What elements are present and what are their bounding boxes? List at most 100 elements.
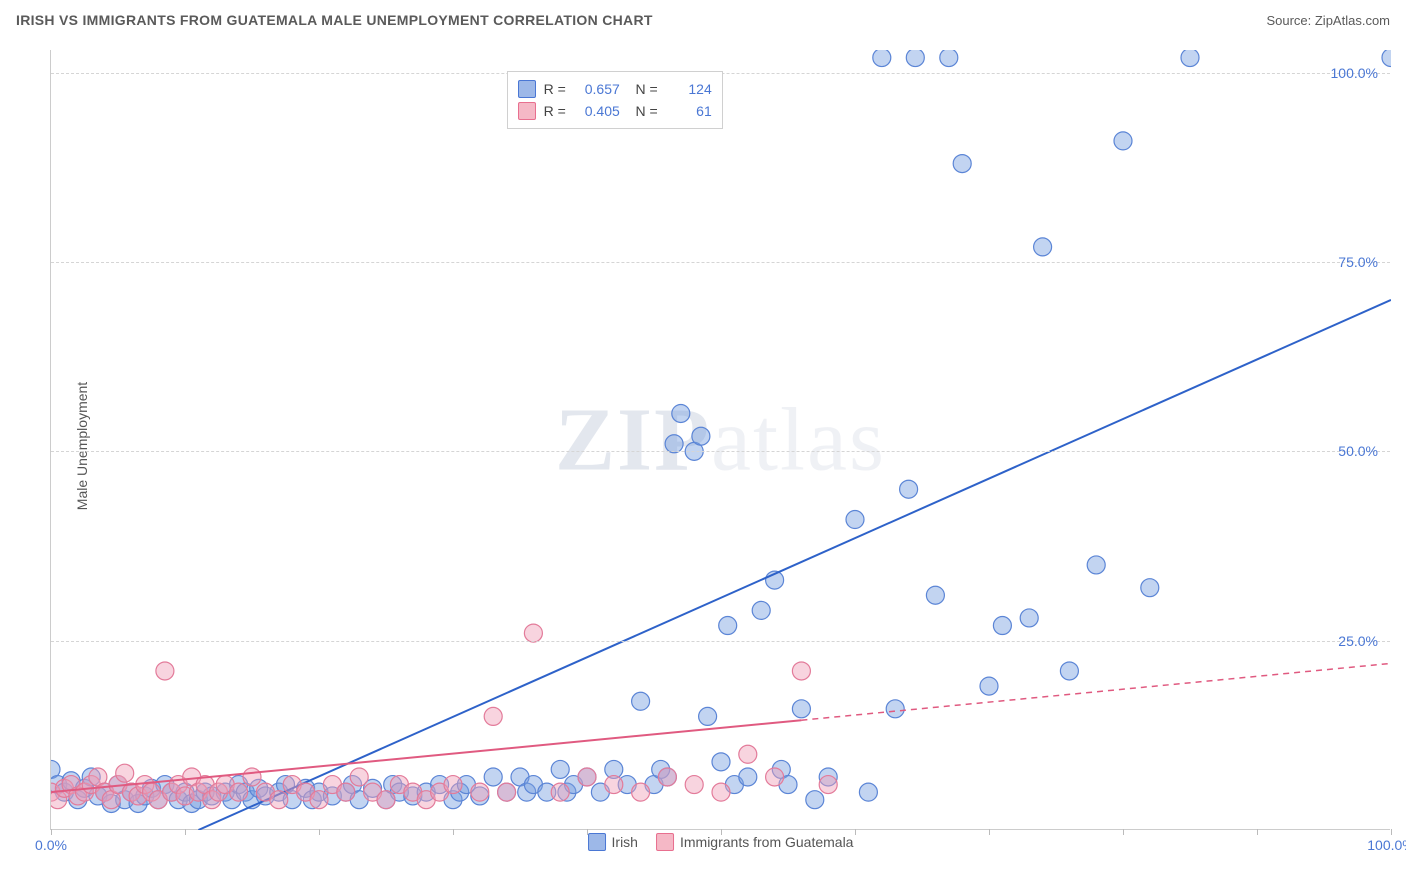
stat-n-label: N =	[628, 100, 658, 122]
x-tick-mark	[1257, 829, 1258, 835]
scatter-point	[906, 50, 924, 67]
scatter-point	[1020, 609, 1038, 627]
scatter-point	[605, 776, 623, 794]
scatter-point	[498, 783, 516, 801]
scatter-point	[766, 768, 784, 786]
scatter-point	[524, 624, 542, 642]
legend-swatch	[518, 102, 536, 120]
scatter-point	[692, 427, 710, 445]
scatter-point	[672, 404, 690, 422]
stat-r-label: R =	[544, 78, 566, 100]
correlation-row: R = 0.657 N = 124	[518, 78, 712, 100]
scatter-point	[739, 745, 757, 763]
scatter-point	[551, 783, 569, 801]
legend-item: Immigrants from Guatemala	[656, 833, 854, 851]
gridline	[51, 641, 1390, 642]
scatter-point	[578, 768, 596, 786]
scatter-point	[1087, 556, 1105, 574]
scatter-point	[926, 586, 944, 604]
scatter-point	[1034, 238, 1052, 256]
legend-swatch	[518, 80, 536, 98]
x-tick-mark	[1123, 829, 1124, 835]
scatter-point	[310, 791, 328, 809]
chart-header: IRISH VS IMMIGRANTS FROM GUATEMALA MALE …	[0, 0, 1406, 40]
scatter-point	[819, 776, 837, 794]
scatter-point	[1114, 132, 1132, 150]
x-tick-mark	[453, 829, 454, 835]
scatter-point	[658, 768, 676, 786]
scatter-point	[685, 776, 703, 794]
x-tick-mark	[319, 829, 320, 835]
scatter-point	[846, 511, 864, 529]
plot-area: ZIPatlas 25.0%50.0%75.0%100.0%0.0%100.0%…	[50, 50, 1390, 830]
scatter-point	[752, 601, 770, 619]
scatter-point	[886, 700, 904, 718]
legend-swatch	[656, 833, 674, 851]
gridline	[51, 262, 1390, 263]
scatter-point	[471, 783, 489, 801]
stat-n-value: 124	[666, 78, 712, 100]
scatter-point	[873, 50, 891, 67]
scatter-point	[792, 662, 810, 680]
x-tick-mark	[855, 829, 856, 835]
correlation-row: R = 0.405 N = 61	[518, 100, 712, 122]
scatter-point	[156, 662, 174, 680]
scatter-point	[350, 768, 368, 786]
scatter-point	[551, 760, 569, 778]
x-tick-mark	[989, 829, 990, 835]
source-attribution: Source: ZipAtlas.com	[1266, 13, 1390, 28]
y-tick-label: 25.0%	[1338, 633, 1378, 649]
scatter-point	[230, 783, 248, 801]
trend-line-extension	[801, 663, 1391, 720]
scatter-point	[940, 50, 958, 67]
scatter-point	[859, 783, 877, 801]
scatter-point	[243, 768, 261, 786]
scatter-point	[739, 768, 757, 786]
scatter-point	[712, 753, 730, 771]
legend-label: Immigrants from Guatemala	[680, 834, 854, 850]
x-tick-label: 100.0%	[1367, 837, 1406, 853]
scatter-point	[377, 791, 395, 809]
scatter-point	[699, 707, 717, 725]
x-tick-mark	[1391, 829, 1392, 835]
scatter-point	[719, 617, 737, 635]
chart-title: IRISH VS IMMIGRANTS FROM GUATEMALA MALE …	[16, 12, 653, 28]
scatter-point	[665, 435, 683, 453]
scatter-point	[792, 700, 810, 718]
scatter-point	[1382, 50, 1391, 67]
scatter-svg	[51, 50, 1391, 830]
x-tick-mark	[51, 829, 52, 835]
series-legend: Irish Immigrants from Guatemala	[588, 833, 854, 851]
scatter-point	[484, 707, 502, 725]
y-tick-label: 100.0%	[1331, 65, 1378, 81]
scatter-point	[444, 776, 462, 794]
stat-r-value: 0.657	[574, 78, 620, 100]
legend-label: Irish	[612, 834, 638, 850]
scatter-point	[270, 791, 288, 809]
stat-r-label: R =	[544, 100, 566, 122]
x-tick-label: 0.0%	[35, 837, 67, 853]
x-tick-mark	[185, 829, 186, 835]
y-tick-label: 75.0%	[1338, 254, 1378, 270]
scatter-point	[1060, 662, 1078, 680]
scatter-point	[993, 617, 1011, 635]
scatter-point	[900, 480, 918, 498]
correlation-legend: R = 0.657 N = 124 R = 0.405 N = 61	[507, 71, 723, 129]
legend-item: Irish	[588, 833, 638, 851]
scatter-point	[806, 791, 824, 809]
legend-swatch	[588, 833, 606, 851]
gridline	[51, 451, 1390, 452]
scatter-point	[1141, 579, 1159, 597]
stat-n-value: 61	[666, 100, 712, 122]
scatter-point	[337, 783, 355, 801]
scatter-point	[632, 692, 650, 710]
trend-line	[198, 300, 1391, 830]
scatter-point	[484, 768, 502, 786]
stat-r-value: 0.405	[574, 100, 620, 122]
y-tick-label: 50.0%	[1338, 443, 1378, 459]
scatter-point	[116, 764, 134, 782]
scatter-point	[980, 677, 998, 695]
scatter-point	[632, 783, 650, 801]
scatter-point	[1181, 50, 1199, 67]
scatter-point	[953, 155, 971, 173]
